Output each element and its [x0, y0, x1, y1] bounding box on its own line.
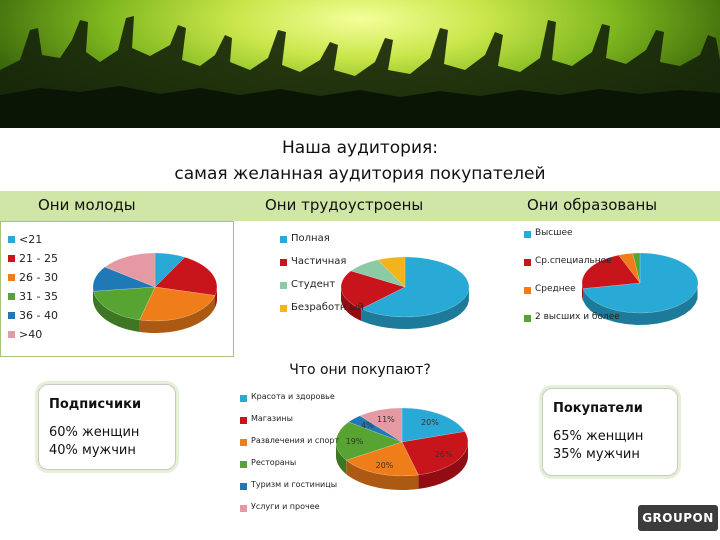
pie-purchases: 20% 26% 20% 19% 4%11% [335, 407, 469, 490]
legend-swatch [280, 259, 287, 266]
legend-swatch [240, 483, 247, 490]
legend-swatch [8, 331, 15, 338]
legend-label: Красота и здоровье [251, 392, 335, 401]
pie-age-slice-0 [154, 252, 186, 288]
legend-label: Ср.специальное [535, 256, 612, 266]
pie-age-slice-4 [92, 266, 156, 292]
pie-age-side-3 [93, 291, 140, 332]
pie-purchases-side-3 [336, 442, 347, 475]
pie-purchases-side-1 [418, 442, 468, 489]
legend-swatch [240, 505, 247, 512]
purchases-title: Что они покупают? [289, 362, 431, 378]
pie-employment-side-1 [341, 287, 362, 321]
pie-employment-slice-1 [340, 270, 406, 310]
legend-label: Частичная [291, 256, 347, 267]
pie-purchases-slice-3 [335, 421, 403, 461]
pie-purchases-label-2: 20% [376, 461, 394, 470]
pie-age-slice-3 [93, 286, 156, 321]
legend-label: Студент [291, 279, 336, 290]
pie-employment-side-0 [361, 288, 469, 329]
subscribers-men: 40% мужчин [49, 443, 136, 458]
pie-purchases-label-5: 11% [377, 415, 395, 424]
legend-swatch [524, 231, 531, 238]
legend-swatch [240, 461, 247, 468]
pie-age [92, 252, 218, 333]
page-subtitle: самая желанная аудитория покупателей [174, 164, 546, 184]
pie-age-side-2 [139, 295, 216, 333]
pie-education-slice-0 [582, 252, 699, 314]
buyers-men: 35% мужчин [553, 447, 640, 462]
legend-swatch [524, 259, 531, 266]
pie-purchases-slice-1 [401, 431, 469, 476]
legend-swatch [240, 439, 247, 446]
pie-age-slice-2 [139, 286, 216, 322]
legend-label: <21 [19, 233, 43, 246]
legend-swatch [8, 255, 15, 262]
pie-education-side-1 [582, 283, 584, 301]
legend-swatch [240, 395, 247, 402]
legend-swatch [8, 312, 15, 319]
pie-education-slice-1 [581, 254, 641, 289]
legend-label: Полная [291, 233, 330, 244]
pie-purchases-label-0: 20% [421, 418, 439, 427]
section-employed: Они трудоустроены [265, 196, 424, 214]
pie-purchases-slice-0 [401, 407, 466, 443]
subscribers-card: Подписчики 60% женщин 40% мужчин [38, 384, 176, 470]
legend-label: Развлечения и спорт [251, 436, 340, 445]
pie-age-slice-1 [154, 256, 218, 296]
legend-label: Высшее [535, 228, 573, 238]
subscribers-women: 60% женщин [49, 425, 140, 440]
legend-label: 36 - 40 [19, 309, 58, 322]
pie-employment-slice-0 [360, 256, 470, 318]
legend-swatch [8, 274, 15, 281]
crowd-silhouette-icon [0, 16, 720, 128]
legend-label: Безработн ый [291, 302, 365, 313]
pie-purchases-slice-2 [345, 441, 419, 477]
subscribers-title: Подписчики [49, 397, 142, 412]
legend-label: Среднее [535, 284, 576, 294]
section-young: Они молоды [38, 196, 136, 214]
pie-purchases-label-4: 4% [361, 421, 374, 430]
concert-banner [0, 0, 720, 128]
buyers-card: Покупатели 65% женщин 35% мужчин [542, 388, 678, 476]
pie-purchases-side-2 [346, 460, 419, 490]
pie-purchases-slice-4 [348, 415, 403, 443]
section-bar: Они молоды Они трудоустроены Они образов… [0, 191, 720, 221]
legend-label: 2 высших и более [535, 312, 620, 322]
pie-purchases-label-3: 19% [346, 437, 364, 446]
pie-education [581, 252, 699, 325]
legend-swatch [8, 236, 15, 243]
pie-education-slice-3 [632, 252, 641, 284]
section-educated: Они образованы [527, 196, 658, 214]
legend-label: >40 [19, 328, 43, 341]
pie-employment [340, 256, 470, 329]
buyers-women: 65% женщин [553, 429, 644, 444]
legend-swatch [240, 417, 247, 424]
pie-purchases-slice-5 [359, 407, 403, 443]
groupon-logo: GROUPON [638, 505, 718, 531]
legend-label: 26 - 30 [19, 271, 58, 284]
legend-label: 31 - 35 [19, 290, 58, 303]
legend-label: Услуги и прочее [251, 502, 320, 511]
legend-swatch [280, 236, 287, 243]
pie-age-side-1 [215, 288, 217, 308]
pie-education-side-0 [583, 286, 698, 325]
legend-swatch [8, 293, 15, 300]
legend-label: Магазины [251, 414, 293, 423]
pie-employment-slice-2 [350, 259, 406, 288]
pie-education-slice-2 [618, 252, 641, 284]
legend-label: Туризм и гостиницы [251, 480, 338, 489]
legend-label: Рестораны [251, 458, 297, 467]
page-title: Наша аудитория: [282, 138, 438, 158]
legend-label: 21 - 25 [19, 252, 58, 265]
legend-swatch [280, 282, 287, 289]
pie-age-slice-5 [104, 252, 156, 288]
pie-employment-slice-3 [377, 256, 406, 288]
legend-swatch [524, 287, 531, 294]
buyers-title: Покупатели [553, 401, 643, 416]
legend-swatch [280, 305, 287, 312]
pie-purchases-label-1: 26% [435, 450, 453, 459]
legend-swatch [524, 315, 531, 322]
